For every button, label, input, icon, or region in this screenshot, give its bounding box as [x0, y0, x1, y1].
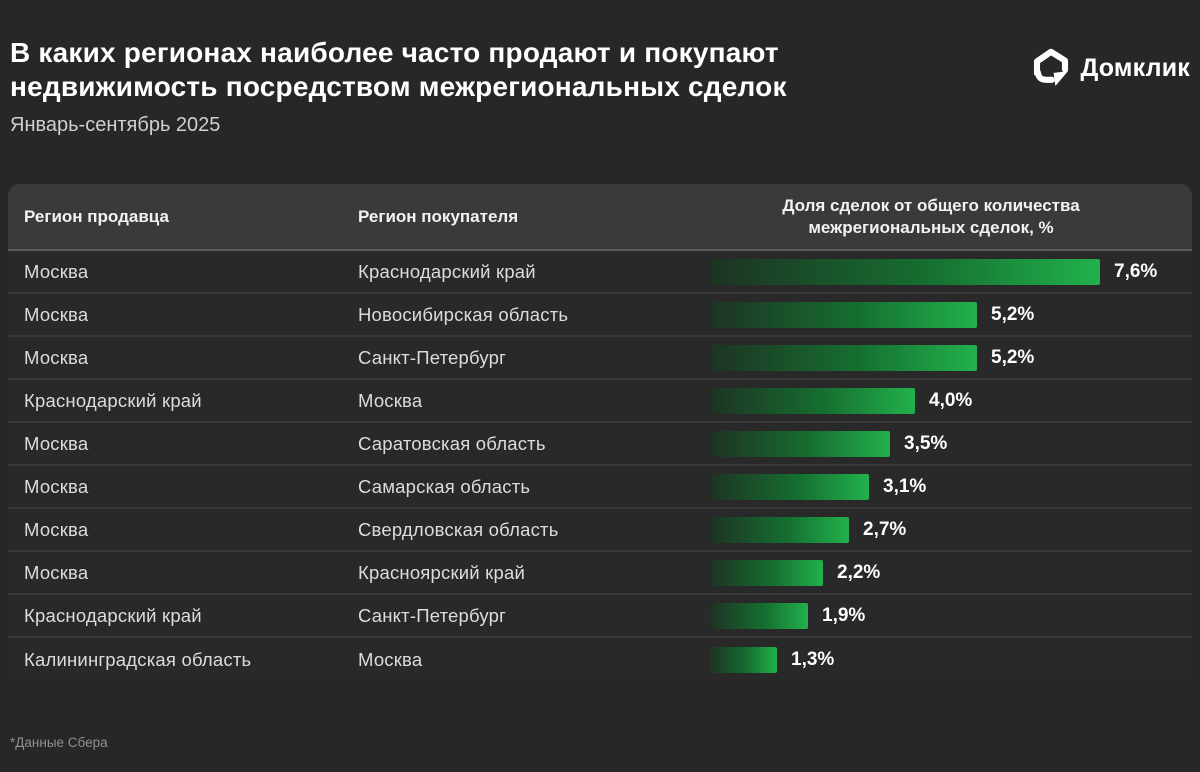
title-line-2: недвижимость посредством межрегиональных…: [10, 71, 787, 102]
domclick-logo: Домклик: [1030, 46, 1190, 90]
share-bar: [710, 646, 777, 673]
table-row: Москва Краснодарский край 7,6%: [8, 251, 1192, 294]
buyer-region: Самарская область: [358, 475, 531, 497]
share-bar: [710, 344, 977, 371]
seller-region: Краснодарский край: [24, 389, 202, 411]
seller-region: Москва: [24, 260, 89, 282]
share-bar-cell: 2,2%: [710, 559, 1176, 586]
share-value: 5,2%: [991, 346, 1035, 368]
table-row: Калининградская область Москва 1,3%: [8, 638, 1192, 681]
buyer-region: Красноярский край: [358, 561, 525, 583]
buyer-region: Саратовская область: [358, 432, 546, 454]
share-bar-cell: 4,0%: [710, 387, 1176, 414]
share-value: 2,7%: [863, 518, 907, 540]
share-value: 3,1%: [883, 475, 927, 497]
seller-region: Москва: [24, 432, 89, 454]
buyer-region: Санкт-Петербург: [358, 346, 507, 368]
buyer-region: Москва: [358, 389, 423, 411]
share-value: 1,3%: [791, 648, 835, 670]
share-bar-cell: 5,2%: [710, 344, 1176, 371]
table-row: Москва Красноярский край 2,2%: [8, 552, 1192, 595]
title-block: В каких регионах наиболее часто продают …: [10, 36, 787, 138]
data-source-note: *Данные Сбера: [10, 735, 108, 750]
title-line-1: В каких регионах наиболее часто продают …: [10, 37, 779, 68]
table-row: Краснодарский край Санкт-Петербург 1,9%: [8, 595, 1192, 638]
share-bar-cell: 1,9%: [710, 602, 1176, 629]
column-header-buyer-region: Регион покупателя: [358, 206, 519, 226]
seller-region: Москва: [24, 475, 89, 497]
share-value: 4,0%: [929, 389, 973, 411]
share-value: 7,6%: [1114, 260, 1158, 282]
share-bar: [710, 387, 915, 414]
buyer-region: Москва: [358, 648, 423, 670]
buyer-region: Краснодарский край: [358, 260, 536, 282]
share-value: 1,9%: [822, 604, 866, 626]
share-bar: [710, 559, 823, 586]
share-bar-cell: 5,2%: [710, 301, 1176, 328]
logo-wordmark: Домклик: [1080, 53, 1190, 82]
table-row: Москва Свердловская область 2,7%: [8, 509, 1192, 552]
share-bar-cell: 3,1%: [710, 473, 1176, 500]
page-header: В каких регионах наиболее часто продают …: [8, 36, 1192, 138]
seller-region: Краснодарский край: [24, 604, 202, 626]
table-row: Москва Санкт-Петербург 5,2%: [8, 337, 1192, 380]
page-title: В каких регионах наиболее часто продают …: [10, 36, 787, 104]
seller-region: Калининградская область: [24, 648, 252, 670]
share-value: 2,2%: [837, 561, 881, 583]
share-bar: [710, 602, 808, 629]
table-row: Краснодарский край Москва 4,0%: [8, 380, 1192, 423]
share-value: 3,5%: [904, 432, 948, 454]
deals-table: Регион продавца Регион покупателя Доля с…: [8, 184, 1192, 681]
column-header-seller-region: Регион продавца: [24, 206, 169, 226]
share-bar-cell: 2,7%: [710, 516, 1176, 543]
table-row: Москва Новосибирская область 5,2%: [8, 294, 1192, 337]
period-subtitle: Январь-сентябрь 2025: [10, 114, 221, 136]
share-value: 5,2%: [991, 303, 1035, 325]
share-bar: [710, 473, 869, 500]
buyer-region: Свердловская область: [358, 518, 559, 540]
house-icon: [1030, 46, 1072, 90]
buyer-region: Санкт-Петербург: [358, 604, 507, 626]
table-body: Москва Краснодарский край 7,6% Москва Но…: [8, 251, 1192, 681]
share-bar-cell: 3,5%: [710, 430, 1176, 457]
seller-region: Москва: [24, 346, 89, 368]
share-bar: [710, 258, 1100, 285]
share-bar-cell: 7,6%: [710, 258, 1176, 285]
table-header-row: Регион продавца Регион покупателя Доля с…: [8, 184, 1192, 251]
buyer-region: Новосибирская область: [358, 303, 569, 325]
table-row: Москва Саратовская область 3,5%: [8, 423, 1192, 466]
share-bar: [710, 516, 849, 543]
seller-region: Москва: [24, 303, 89, 325]
share-bar: [710, 430, 890, 457]
seller-region: Москва: [24, 518, 89, 540]
table-row: Москва Самарская область 3,1%: [8, 466, 1192, 509]
seller-region: Москва: [24, 561, 89, 583]
column-header-deal-share: Доля сделок от общего количества межреги…: [782, 195, 1080, 237]
share-bar: [710, 301, 977, 328]
share-bar-cell: 1,3%: [710, 646, 1176, 673]
